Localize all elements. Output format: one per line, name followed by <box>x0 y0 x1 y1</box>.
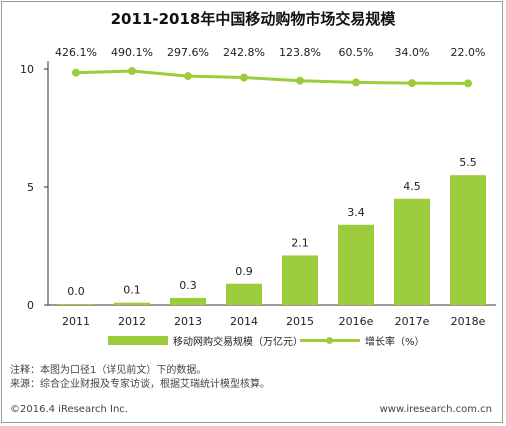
growth-value-label: 22.0% <box>451 46 486 59</box>
x-tick-label: 2014 <box>230 315 258 328</box>
growth-point <box>240 73 248 82</box>
growth-value-label: 490.1% <box>111 46 153 59</box>
growth-point <box>72 68 80 77</box>
bar-value-label: 3.4 <box>347 206 365 219</box>
x-tick-label: 2015 <box>286 315 314 328</box>
growth-value-label: 426.1% <box>55 46 97 59</box>
bar <box>338 224 374 305</box>
legend-item-growth: 增长率（%） <box>300 333 425 348</box>
bar <box>114 302 150 305</box>
growth-value-label: 242.8% <box>223 46 265 59</box>
notes: 注释：本图为口径1（详见前文）下的数据。 来源：综合企业财报及专家访谈，根据艾瑞… <box>10 364 270 392</box>
y-tick-label: 0 <box>27 299 34 312</box>
legend-label-growth: 增长率（%） <box>365 337 425 348</box>
growth-point <box>128 67 136 75</box>
growth-point <box>184 72 192 81</box>
growth-value-label: 60.5% <box>339 46 374 59</box>
website-text: www.iresearch.com.cn <box>379 404 492 415</box>
x-tick-label: 2011 <box>62 315 90 328</box>
x-tick-label: 2016e <box>339 315 374 328</box>
bar-value-label: 0.0 <box>67 285 85 298</box>
bar <box>58 304 94 305</box>
growth-line <box>75 69 469 85</box>
y-tick-label: 10 <box>20 63 34 76</box>
bar-value-label: 2.1 <box>291 236 309 249</box>
x-tick-label: 2018e <box>451 315 486 328</box>
bar <box>282 255 318 305</box>
bar <box>170 297 206 305</box>
x-tick-label: 2017e <box>395 315 430 328</box>
x-tick-label: 2013 <box>174 315 202 328</box>
y-tick-label: 5 <box>27 181 34 194</box>
growth-value-label: 297.6% <box>167 46 209 59</box>
bar-value-label: 5.5 <box>459 156 477 169</box>
bar <box>450 175 486 305</box>
note-line-2: 来源：综合企业财报及专家访谈，根据艾瑞统计模型核算。 <box>10 379 270 390</box>
legend-label-volume: 移动网购交易规模（万亿元） <box>173 337 303 348</box>
bar <box>394 198 430 305</box>
bar-value-label: 0.3 <box>179 279 197 292</box>
growth-point <box>352 78 360 87</box>
growth-point <box>408 79 416 88</box>
bar-value-label: 0.9 <box>235 265 253 278</box>
legend: 移动网购交易规模（万亿元） 增长率（%） <box>0 333 506 349</box>
copyright-text: ©2016.4 iResearch Inc. <box>10 404 128 415</box>
growth-point <box>296 76 304 85</box>
growth-value-label: 34.0% <box>395 46 430 59</box>
legend-line-swatch <box>300 336 360 345</box>
growth-point <box>464 79 472 88</box>
bar-value-label: 4.5 <box>403 180 421 193</box>
growth-value-label: 123.8% <box>279 46 321 59</box>
legend-item-volume: 移动网购交易规模（万亿元） <box>108 333 303 348</box>
chart-title: 2011-2018年中国移动购物市场交易规模 <box>110 10 396 28</box>
bar-value-label: 0.1 <box>123 284 141 297</box>
bar <box>226 283 262 305</box>
x-tick-label: 2012 <box>118 315 146 328</box>
note-line-1: 注释：本图为口径1（详见前文）下的数据。 <box>10 365 207 376</box>
legend-bar-swatch <box>108 336 168 345</box>
